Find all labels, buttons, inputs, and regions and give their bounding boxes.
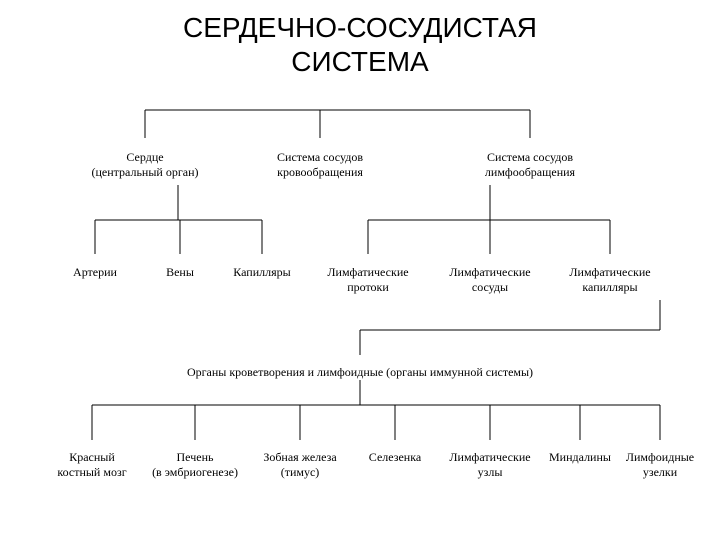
node-spleen: Селезенка <box>350 450 440 465</box>
node-blood: Система сосудов кровообращения <box>235 150 405 180</box>
node-marrow: Красный костный мозг <box>37 450 147 480</box>
node-liver: Печень (в эмбриогенезе) <box>135 450 255 480</box>
node-lymph: Система сосудов лимфообращения <box>445 150 615 180</box>
node-lducts: Лимфатические протоки <box>313 265 423 295</box>
node-heart: Сердце (центральный орган) <box>70 150 220 180</box>
node-lcapill: Лимфатические капилляры <box>555 265 665 295</box>
node-lfoll: Лимфоидные узелки <box>610 450 710 480</box>
node-lnodes: Лимфатические узлы <box>435 450 545 480</box>
page-title-line2: СИСТЕМА <box>0 46 720 78</box>
node-capill: Капилляры <box>217 265 307 280</box>
node-veins: Вены <box>145 265 215 280</box>
page-title-line1: СЕРДЕЧНО-СОСУДИСТАЯ <box>0 12 720 44</box>
node-lvessels: Лимфатические сосуды <box>435 265 545 295</box>
diagram-stage: СЕРДЕЧНО-СОСУДИСТАЯ СИСТЕМА Сердце (цент… <box>0 0 720 540</box>
node-immune: Органы кроветворения и лимфоидные (орган… <box>100 365 620 380</box>
node-thymus: Зобная железа (тимус) <box>245 450 355 480</box>
node-arteries: Артерии <box>55 265 135 280</box>
